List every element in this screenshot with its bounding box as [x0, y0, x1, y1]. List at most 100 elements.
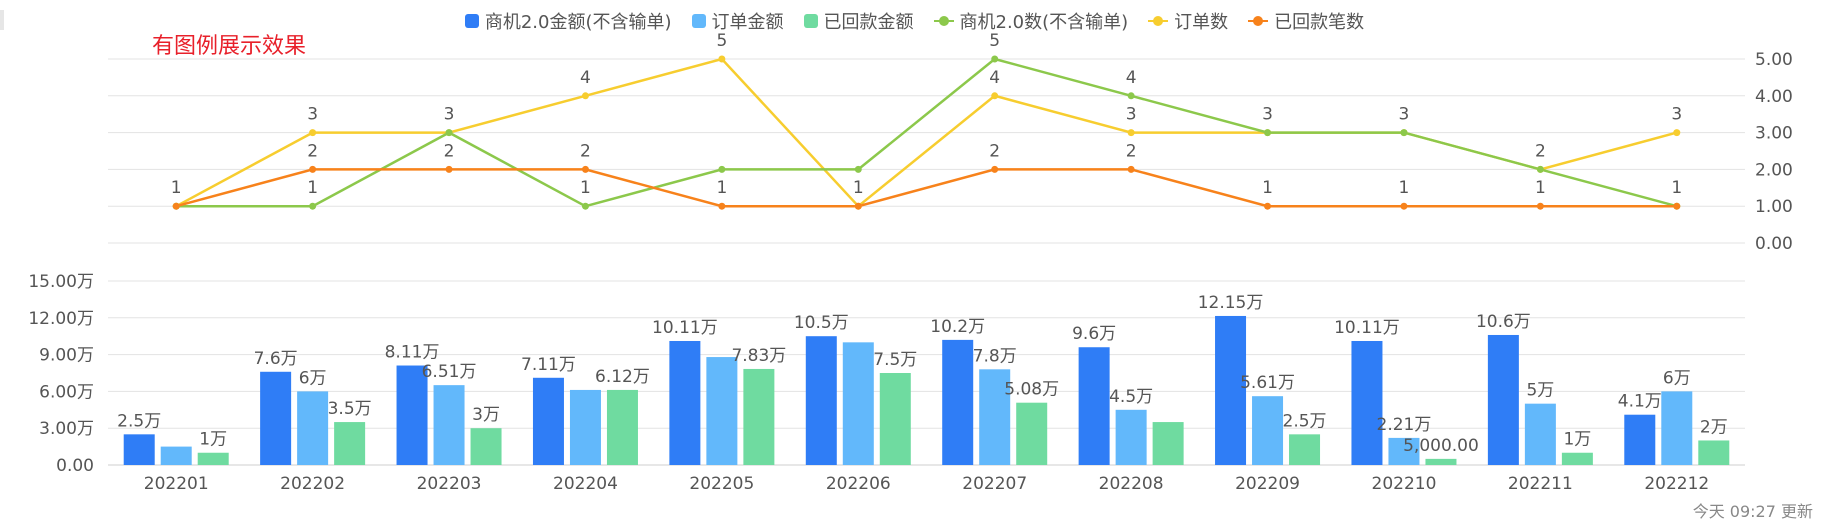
line-data-label: 5	[989, 31, 1000, 51]
x-tick-label: 202211	[1508, 474, 1573, 494]
line-data-label: 1	[1262, 178, 1273, 198]
bar	[1425, 458, 1457, 465]
bar	[1115, 409, 1147, 465]
bar-data-label: 7.6万	[254, 349, 298, 369]
line-point	[1536, 202, 1544, 210]
line-data-label: 1	[1671, 178, 1682, 198]
line-point	[718, 202, 726, 210]
bar-y-tick-label: 12.00万	[28, 309, 94, 329]
line-data-label: 4	[989, 68, 1000, 88]
line-data-label: 3	[1399, 105, 1410, 125]
bar	[297, 391, 329, 465]
line-point	[309, 202, 317, 210]
bar-data-label: 7.83万	[731, 346, 786, 366]
legend-item-4[interactable]: 订单数	[1148, 8, 1228, 34]
line-data-label: 1	[1399, 178, 1410, 198]
bar	[606, 389, 638, 465]
line-point	[1400, 202, 1408, 210]
chart-legend: 商机2.0金额(不含输单) 订单金额 已回款金额 商机2.0数(不含输单) 订单数 已回款…	[0, 8, 1829, 34]
bar-data-label: 1万	[199, 430, 227, 450]
bar-data-label: 10.2万	[930, 317, 985, 337]
series-line	[175, 168, 1677, 208]
line-point	[1400, 129, 1408, 137]
line-y-tick-label: 5.00	[1755, 50, 1793, 70]
line-data-label: 5	[716, 31, 727, 51]
line-point	[1264, 202, 1272, 210]
bar	[879, 373, 911, 465]
x-tick-label: 202205	[689, 474, 754, 494]
legend-label: 商机2.0数(不含输单)	[959, 12, 1129, 33]
bar-data-label: 3万	[472, 405, 500, 425]
bar-data-label: 2.5万	[117, 411, 161, 431]
x-tick-label: 202202	[280, 474, 345, 494]
bar-data-label: 7.8万	[973, 346, 1017, 366]
bar	[396, 365, 428, 465]
line-data-label: 3	[1262, 105, 1273, 125]
bar	[1252, 396, 1284, 465]
bar-data-label: 8.11万	[385, 343, 440, 363]
line-data-label: 2	[1126, 141, 1137, 161]
bar	[1698, 440, 1730, 465]
bar-data-label: 2.21万	[1377, 415, 1432, 435]
line-data-label: 1	[307, 178, 318, 198]
line-point	[445, 129, 453, 137]
line-point	[581, 202, 589, 210]
bar	[1661, 391, 1693, 465]
bar	[1624, 414, 1656, 465]
line-data-label: 2	[1535, 141, 1546, 161]
line-data-label: 3	[307, 105, 318, 125]
legend-item-0[interactable]: 商机2.0金额(不含输单)	[464, 8, 672, 34]
bar-data-label: 10.11万	[1334, 318, 1400, 338]
legend-item-5[interactable]: 已回款笔数	[1248, 8, 1364, 34]
line-point	[718, 55, 726, 63]
line-data-label: 1	[716, 178, 727, 198]
bar-data-label: 9.6万	[1072, 324, 1116, 344]
bar-data-label: 1万	[1563, 430, 1591, 450]
bar	[1152, 422, 1184, 465]
bar-data-label: 5.08万	[1004, 380, 1059, 400]
line-data-label: 3	[1671, 105, 1682, 125]
line-y-tick-label: 1.00	[1755, 197, 1793, 217]
line-data-label: 3	[1126, 105, 1137, 125]
line-data-label: 4	[1126, 68, 1137, 88]
bar	[842, 342, 874, 465]
bar-data-label: 3.5万	[328, 399, 372, 419]
x-tick-label: 202210	[1372, 474, 1437, 494]
bar-y-tick-label: 9.00万	[39, 346, 94, 366]
bar-data-label: 2.5万	[1283, 411, 1327, 431]
line-data-label: 1	[1535, 178, 1546, 198]
bar	[260, 371, 292, 465]
bar	[706, 357, 738, 465]
x-tick-label: 202203	[417, 474, 482, 494]
line-point	[1264, 129, 1272, 137]
legend-item-2[interactable]: 已回款金额	[803, 8, 914, 34]
bar-data-label: 4.5万	[1109, 387, 1153, 407]
bar	[1289, 434, 1321, 465]
legend-swatch-icon	[1148, 14, 1169, 28]
line-point	[1673, 202, 1681, 210]
bar	[942, 339, 974, 465]
bar	[743, 368, 775, 465]
bar	[160, 446, 192, 465]
bar-data-label: 5.61万	[1240, 373, 1295, 393]
legend-item-3[interactable]: 商机2.0数(不含输单)	[933, 8, 1129, 34]
bar	[1351, 340, 1383, 465]
x-tick-label: 202201	[144, 474, 209, 494]
line-point	[172, 202, 180, 210]
bar-y-tick-label: 0.00	[56, 456, 94, 476]
bar-y-tick-label: 15.00万	[28, 272, 94, 292]
bar	[532, 377, 564, 465]
bar	[1078, 347, 1110, 465]
legend-item-1[interactable]: 订单金额	[691, 8, 784, 34]
line-data-label: 1	[853, 178, 864, 198]
bar	[1016, 402, 1048, 465]
panel-edge-marker	[0, 10, 4, 30]
bar	[334, 422, 366, 465]
bar-y-tick-label: 3.00万	[39, 419, 94, 439]
x-tick-label: 202208	[1099, 474, 1164, 494]
line-point	[991, 92, 999, 100]
legend-label: 订单金额	[711, 12, 784, 33]
line-y-tick-label: 3.00	[1755, 124, 1793, 144]
